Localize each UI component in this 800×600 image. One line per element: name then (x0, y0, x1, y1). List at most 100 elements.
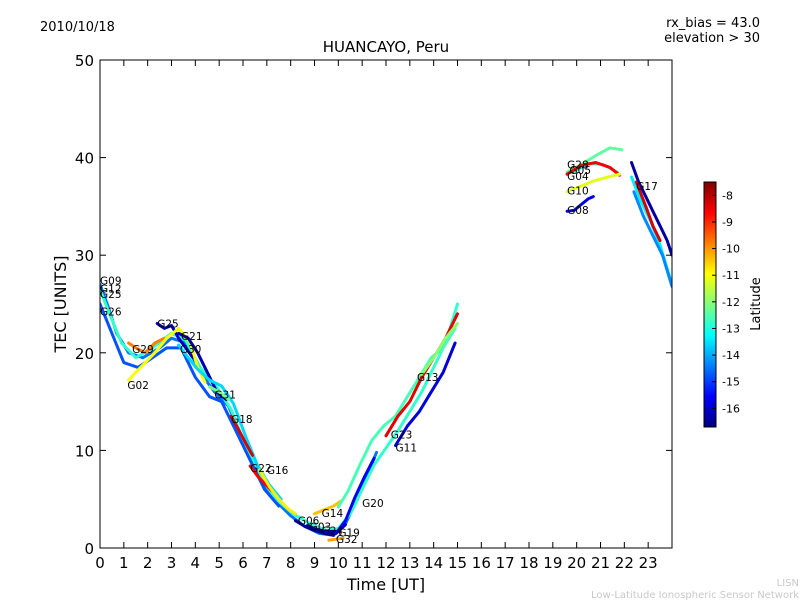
y-tick-label: 20 (75, 345, 94, 363)
x-tick-label: 19 (543, 554, 562, 572)
satellite-label: G10 (567, 186, 589, 198)
x-tick-label: 14 (424, 554, 443, 572)
satellite-label: G17 (636, 181, 658, 193)
series-g06 (293, 519, 336, 537)
series-g04 (565, 161, 622, 177)
series-g30 (177, 343, 283, 501)
series-g09 (100, 283, 378, 537)
satellite-label: G12 (100, 283, 122, 295)
plot-frame (99, 59, 673, 549)
x-tick-label: 3 (167, 554, 177, 572)
satellite-label: G09 (100, 275, 122, 287)
x-tick-label: 5 (214, 554, 224, 572)
x-tick-label: 1 (119, 554, 129, 572)
x-tick-label: 22 (615, 554, 634, 572)
x-tick-label: 11 (353, 554, 372, 572)
satellite-label: G29 (132, 344, 154, 356)
colorbar-label: Latitude (749, 277, 764, 331)
colorbar-tick-label: -12 (722, 296, 740, 309)
satellite-label: G08 (567, 205, 589, 217)
x-tick-label: 9 (310, 554, 320, 572)
x-tick-label: 15 (448, 554, 467, 572)
colorbar-tick-label: -13 (722, 322, 740, 335)
x-tick-label: 2 (143, 554, 153, 572)
watermark-long: Low-Latitude Ionospheric Sensor Network (591, 590, 799, 600)
satellite-label: G05 (570, 165, 592, 177)
colorbar-tick-label: -11 (722, 269, 740, 282)
x-tick-label: 6 (238, 554, 248, 572)
series-layer (100, 146, 672, 542)
colorbar-tick-label: -10 (722, 243, 740, 256)
elevation-label: elevation > 30 (664, 31, 760, 46)
x-axis-label: Time [UT] (346, 575, 425, 594)
x-tick-label: 8 (286, 554, 296, 572)
series-g08 (565, 195, 595, 213)
colorbar-ticks: -16 -15 -14 -13 -12 -11 -10 -9 -8 (712, 189, 740, 415)
series-g10 (565, 172, 622, 194)
x-tick-label: 17 (496, 554, 515, 572)
satellite-label: G11 (396, 442, 418, 454)
colorbar-tick-label: -15 (722, 376, 740, 389)
satellite-label: G06 (298, 516, 320, 528)
y-axis-label: TEC [UNITS] (51, 256, 70, 354)
y-axis: 0 10 20 30 40 50 (75, 52, 672, 558)
satellite-label: G14 (322, 508, 344, 520)
x-tick-label: 0 (95, 554, 105, 572)
y-tick-label: 0 (84, 540, 94, 558)
satellite-label: G24 (322, 525, 344, 537)
series-g29 (127, 336, 166, 355)
satellite-label: G26 (100, 307, 122, 319)
satellite-label: G20 (362, 498, 384, 510)
satellite-label: G31 (214, 390, 236, 402)
rx-bias-label: rx_bias = 43.0 (666, 16, 760, 31)
x-tick-label: 12 (376, 554, 395, 572)
series-g14 (313, 499, 343, 516)
y-tick-label: 40 (75, 150, 94, 168)
x-tick-label: 16 (472, 554, 491, 572)
satellite-label: G23 (391, 430, 413, 442)
series-g11 (394, 341, 457, 447)
colorbar-tick-label: -16 (722, 402, 740, 415)
series-g19 (334, 456, 376, 535)
y-tick-label: 10 (75, 442, 94, 460)
x-tick-label: 20 (567, 554, 586, 572)
colorbar: -16 -15 -14 -13 -12 -11 -10 -9 -8 Latitude (703, 181, 764, 428)
series-g13 (420, 322, 459, 376)
satellite-label: G04 (567, 171, 589, 183)
series-g31 (208, 385, 231, 402)
satellite-label: G13 (417, 372, 439, 384)
colorbar-tick-label: -9 (722, 216, 733, 229)
date-label: 2010/10/18 (40, 20, 115, 35)
series-g16 (258, 468, 297, 516)
satellite-label: G19 (338, 527, 360, 539)
series-g21 (177, 331, 228, 402)
series-g17c (634, 180, 662, 243)
series-g32 (327, 536, 345, 542)
y-tick-label: 50 (75, 52, 94, 70)
x-tick-label: 21 (591, 554, 610, 572)
x-tick-label: 10 (329, 554, 348, 572)
satellite-label: G18 (231, 414, 253, 426)
satellite-label: G25 (157, 318, 179, 330)
satellite-label: G21 (181, 331, 203, 343)
x-tick-label: 13 (400, 554, 419, 572)
satellite-label: G30 (180, 344, 202, 356)
series-g26 (100, 302, 281, 508)
watermark-short: LISN (777, 578, 799, 589)
series-g17d (632, 190, 672, 288)
series-g02 (127, 326, 207, 384)
y-tick-label: 30 (75, 247, 94, 265)
satellite-label: G16 (267, 465, 289, 477)
x-axis: 0 1 2 3 4 5 6 7 8 9 10 11 12 13 14 15 16 17 18 19 20 21 22 23 (95, 60, 658, 572)
colorbar-tick-label: -14 (722, 349, 740, 362)
x-tick-label: 7 (262, 554, 272, 572)
x-tick-label: 18 (519, 554, 538, 572)
x-tick-label: 4 (191, 554, 201, 572)
satellite-label: G22 (250, 463, 272, 475)
satellite-label: G25 (100, 289, 122, 301)
colorbar-gradient (703, 181, 717, 428)
x-tick-label: 23 (639, 554, 658, 572)
colorbar-tick-label: -8 (722, 189, 733, 202)
chart-title: HUANCAYO, Peru (323, 38, 449, 56)
